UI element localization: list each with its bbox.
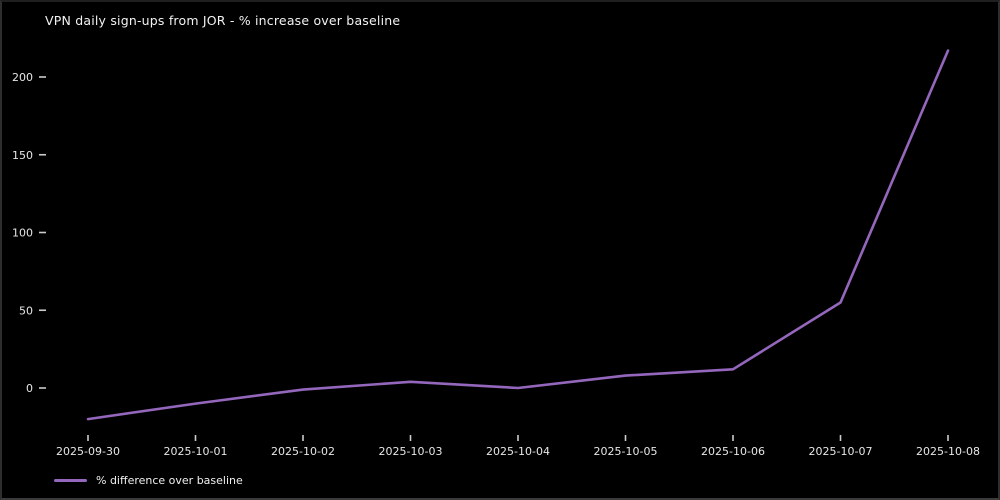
- y-axis-tick-label: 50: [19, 304, 33, 317]
- x-axis-tick-label: 2025-10-08: [916, 445, 980, 458]
- x-axis-tick-label: 2025-10-04: [486, 445, 550, 458]
- legend-label: % difference over baseline: [96, 474, 243, 487]
- chart-legend: % difference over baseline: [54, 474, 243, 487]
- legend-line-swatch: [54, 479, 87, 482]
- x-axis-tick-label: 2025-10-02: [271, 445, 335, 458]
- data-line-series: [86, 49, 950, 421]
- x-axis-tick-label: 2025-10-03: [379, 445, 443, 458]
- x-axis-tick-label: 2025-10-01: [164, 445, 228, 458]
- x-axis-tick-label: 2025-09-30: [56, 445, 120, 458]
- x-axis-tick-label: 2025-10-07: [809, 445, 873, 458]
- x-axis-tick-label: 2025-10-06: [701, 445, 765, 458]
- x-axis-tick-label: 2025-10-05: [594, 445, 658, 458]
- y-axis-tick-label: 200: [12, 71, 33, 84]
- chart-title: VPN daily sign-ups from JOR - % increase…: [45, 13, 401, 28]
- y-axis-tick-label: 0: [26, 382, 33, 395]
- y-axis-tick-label: 100: [12, 227, 33, 240]
- y-axis-tick-label: 150: [12, 149, 33, 162]
